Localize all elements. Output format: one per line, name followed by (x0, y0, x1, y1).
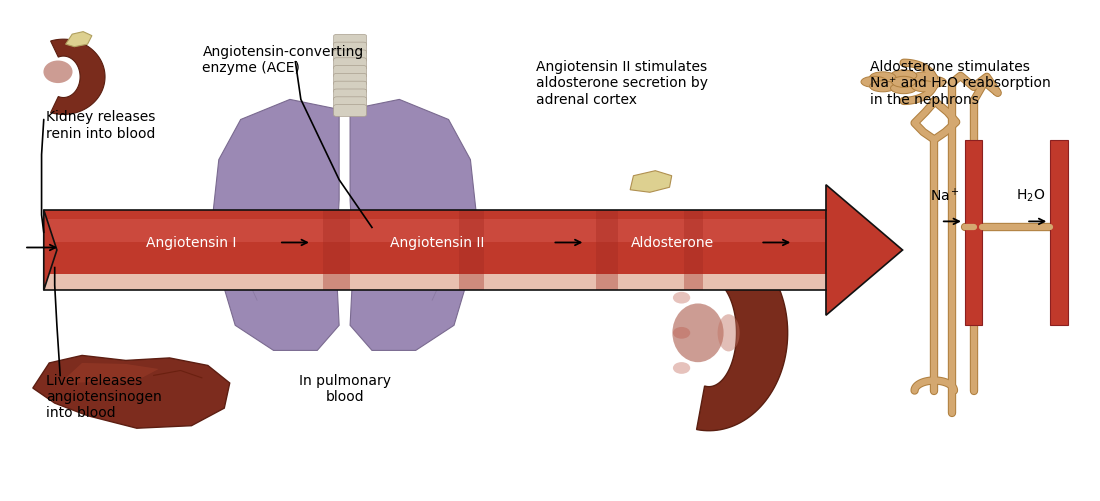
FancyBboxPatch shape (333, 105, 366, 117)
Polygon shape (213, 100, 339, 351)
Ellipse shape (861, 77, 888, 88)
Polygon shape (826, 185, 903, 316)
FancyBboxPatch shape (1050, 140, 1068, 326)
Ellipse shape (717, 315, 739, 352)
FancyBboxPatch shape (333, 82, 366, 94)
FancyBboxPatch shape (44, 210, 826, 291)
FancyBboxPatch shape (460, 210, 484, 291)
FancyBboxPatch shape (44, 220, 826, 242)
FancyBboxPatch shape (333, 51, 366, 63)
FancyBboxPatch shape (333, 67, 366, 78)
Ellipse shape (870, 82, 895, 93)
Polygon shape (44, 210, 57, 291)
Polygon shape (33, 356, 230, 428)
FancyBboxPatch shape (333, 90, 366, 102)
Text: Aldosterone stimulates
Na⁺ and H₂O reabsorption
in the nephrons: Aldosterone stimulates Na⁺ and H₂O reabs… (870, 60, 1050, 106)
FancyBboxPatch shape (596, 210, 618, 291)
Text: Angiotensin II: Angiotensin II (390, 236, 485, 250)
FancyBboxPatch shape (333, 43, 366, 55)
Ellipse shape (43, 61, 73, 84)
Polygon shape (66, 33, 92, 48)
Text: H$_2$O: H$_2$O (1016, 187, 1045, 204)
Ellipse shape (673, 362, 690, 374)
Text: Kidney releases
renin into blood: Kidney releases renin into blood (46, 110, 155, 140)
Polygon shape (630, 171, 672, 193)
Text: Aldosterone: Aldosterone (631, 236, 714, 250)
Text: Na$^+$: Na$^+$ (931, 187, 960, 204)
Text: Angiotensin II stimulates
aldosterone secretion by
adrenal cortex: Angiotensin II stimulates aldosterone se… (536, 60, 708, 106)
FancyBboxPatch shape (965, 140, 982, 326)
Text: Angiotensin I: Angiotensin I (146, 236, 236, 250)
Polygon shape (51, 40, 104, 115)
Text: Liver releases
angiotensinogen
into blood: Liver releases angiotensinogen into bloo… (46, 373, 162, 419)
Ellipse shape (673, 327, 690, 339)
Ellipse shape (673, 292, 690, 304)
Polygon shape (696, 235, 788, 431)
Ellipse shape (892, 77, 915, 88)
Text: In pulmonary
blood: In pulmonary blood (298, 373, 390, 403)
Ellipse shape (891, 71, 916, 82)
Ellipse shape (912, 73, 937, 84)
Polygon shape (350, 100, 476, 351)
Ellipse shape (920, 77, 946, 88)
FancyBboxPatch shape (333, 35, 366, 47)
Ellipse shape (891, 84, 916, 95)
Ellipse shape (912, 82, 937, 93)
FancyBboxPatch shape (322, 210, 350, 291)
FancyBboxPatch shape (333, 74, 366, 86)
Text: Angiotensin-converting
enzyme (ACE): Angiotensin-converting enzyme (ACE) (202, 45, 364, 75)
FancyBboxPatch shape (333, 59, 366, 71)
Polygon shape (60, 363, 158, 383)
FancyBboxPatch shape (333, 98, 366, 109)
Ellipse shape (672, 304, 724, 363)
FancyBboxPatch shape (44, 275, 826, 291)
FancyBboxPatch shape (684, 210, 704, 291)
Ellipse shape (870, 73, 895, 84)
